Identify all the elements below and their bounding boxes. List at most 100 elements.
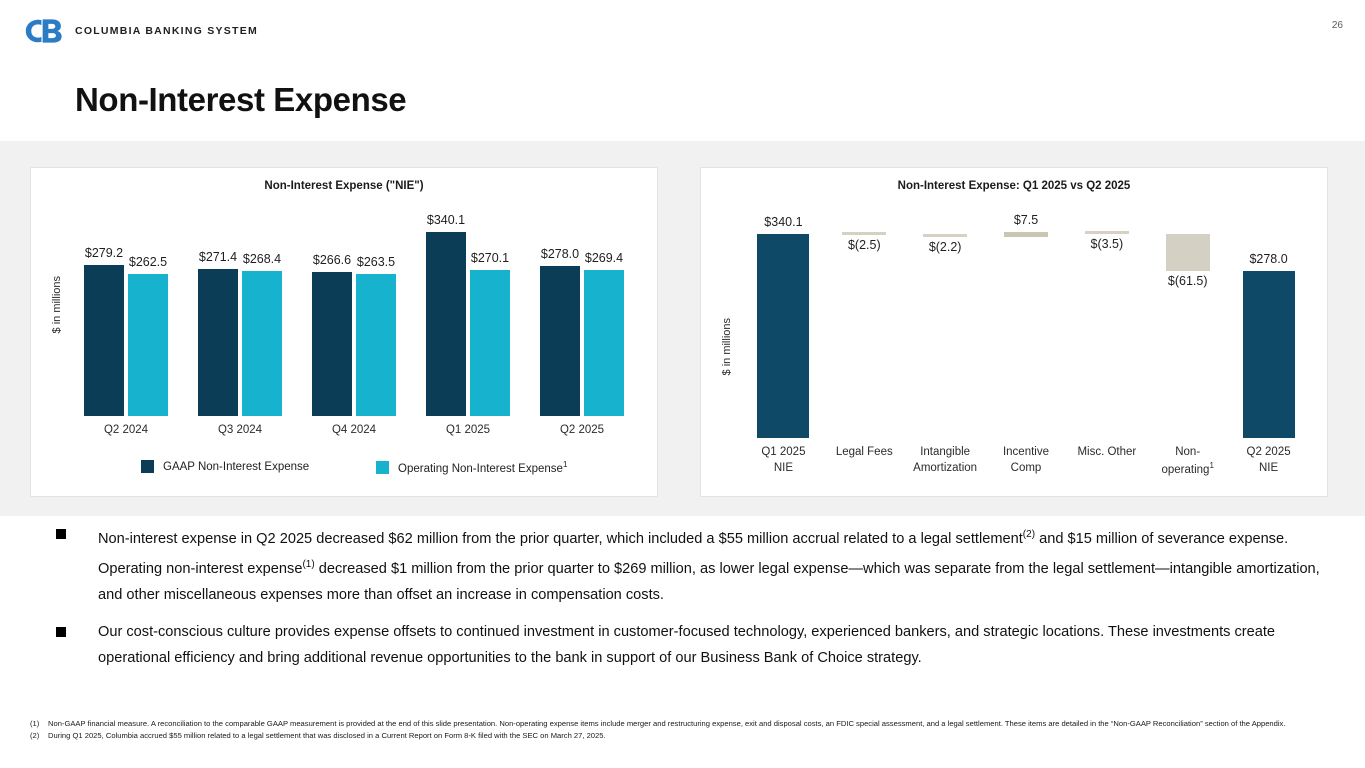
bar-delta — [842, 232, 887, 236]
x-axis-label-line2: NIE — [773, 461, 793, 474]
x-axis-label: Q1 2025 — [445, 424, 491, 436]
legend-label-operating-footnote: 1 — [562, 460, 568, 469]
bar-value-label: $266.6 — [312, 252, 352, 267]
bar-value-label: $(2.5) — [847, 238, 881, 253]
bar-value-label: $268.4 — [242, 251, 282, 266]
bar-operating — [128, 274, 168, 416]
x-axis-label-line1: Non- — [1175, 446, 1201, 458]
x-axis-label: Non-operating1 — [1137, 445, 1238, 478]
plot-area-left — [69, 216, 639, 416]
plot-area-right — [743, 216, 1309, 438]
y-axis-label-left: $ in millions — [51, 276, 63, 334]
y-axis-label-right: $ in millions — [721, 318, 733, 376]
bar-value-label: $(2.2) — [928, 239, 962, 254]
brand-logo: COLUMBIA BANKING SYSTEM — [24, 17, 258, 45]
x-axis-label: Q2 2025 — [559, 424, 605, 436]
bar-gaap — [426, 232, 466, 416]
x-axis-label: Q1 2025 NIE — [733, 445, 834, 476]
x-axis-label-line1: Q1 2025 — [761, 446, 806, 458]
bar-gaap — [540, 265, 580, 416]
cb-monogram-icon — [25, 19, 62, 43]
legend-label-operating: Operating Non-Interest Expense1 — [398, 460, 567, 475]
bar-value-label: $340.1 — [426, 213, 466, 228]
x-axis-label-line2: Amortization — [913, 461, 978, 474]
chart-card-nie-waterfall: Non-Interest Expense: Q1 2025 vs Q2 2025… — [700, 167, 1328, 497]
bar-value-label: $271.4 — [198, 250, 238, 265]
x-axis-label-line1: Misc. Other — [1077, 446, 1137, 458]
x-axis-label: Legal Fees — [814, 445, 915, 461]
bar-operating — [356, 273, 396, 416]
brand-name: COLUMBIA BANKING SYSTEM — [75, 25, 258, 37]
legend-swatch-operating — [376, 460, 389, 474]
footnote-2: (2) During Q1 2025, Columbia accrued $55… — [30, 730, 1350, 741]
bar-value-label: $7.5 — [1013, 213, 1039, 228]
bar-operating — [242, 270, 282, 416]
bullet-text-1-sup1: (2) — [1022, 529, 1036, 540]
x-axis-label: Incentive Comp — [976, 445, 1077, 476]
bar-value-label: $278.0 — [1249, 252, 1288, 267]
list-item: Non-interest expense in Q2 2025 decrease… — [56, 522, 1341, 608]
footnote-list: (1) Non-GAAP financial measure. A reconc… — [30, 718, 1350, 741]
x-axis-label: Misc. Other — [1056, 445, 1157, 461]
x-axis-label: Intangible Amortization — [895, 445, 996, 476]
bar-total — [757, 233, 810, 438]
x-axis-label: Q3 2024 — [217, 424, 263, 436]
bar-value-label: $278.0 — [540, 246, 580, 261]
x-axis-label-footnote: 1 — [1209, 460, 1214, 470]
x-axis-label: Q2 2024 — [103, 424, 149, 436]
bullet-text-1-sup2: (1) — [302, 559, 315, 571]
footnote-2-text: During Q1 2025, Columbia accrued $55 mil… — [48, 731, 606, 741]
x-axis-label: Q4 2024 — [331, 424, 377, 436]
bar-delta — [1004, 232, 1048, 237]
bar-delta — [923, 233, 968, 237]
x-axis-label-line1: Intangible — [920, 446, 971, 458]
x-axis-label-line1: Legal Fees — [835, 446, 893, 458]
bullet-square-icon — [56, 627, 66, 638]
footnote-1: (1) Non-GAAP financial measure. A reconc… — [30, 718, 1350, 729]
bar-value-label: $263.5 — [356, 254, 396, 269]
bar-operating — [470, 270, 510, 416]
chart-title-right: Non-Interest Expense: Q1 2025 vs Q2 2025 — [897, 180, 1131, 192]
bullet-list: Non-interest expense in Q2 2025 decrease… — [56, 522, 1341, 683]
footnote-1-text: Non-GAAP financial measure. A reconcilia… — [48, 719, 1286, 728]
x-axis-label-line2: operating1 — [1161, 460, 1214, 476]
bar-value-label: $(3.5) — [1090, 237, 1124, 252]
x-axis-label-line1: Incentive — [1002, 446, 1049, 458]
bar-value-label: $279.2 — [84, 246, 124, 261]
legend-label-operating-text: Operating Non-Interest Expense — [398, 462, 563, 475]
bar-total — [1242, 271, 1295, 438]
bullet-text-1-pre: Non-interest expense in Q2 2025 decrease… — [98, 530, 1023, 547]
bar-value-label: $269.4 — [584, 251, 624, 266]
bar-gaap — [84, 265, 124, 416]
bullet-text-1: Non-interest expense in Q2 2025 decrease… — [98, 522, 1341, 608]
footnote-2-number: (2) — [30, 731, 40, 741]
bullet-text-2: Our cost-conscious culture provides expe… — [98, 624, 1276, 666]
bar-value-label: $270.1 — [470, 251, 510, 265]
legend-item-gaap[interactable]: GAAP Non-Interest Expense — [141, 460, 309, 473]
bullet-text-1-mid: and $15 million of severance expense. Op… — [98, 530, 1289, 578]
list-item: Our cost-conscious culture provides expe… — [56, 620, 1341, 671]
bar-value-label: $(61.5) — [1167, 274, 1208, 289]
bar-delta — [1084, 231, 1129, 235]
legend-label-gaap: GAAP Non-Interest Expense — [163, 460, 310, 473]
x-axis-label-line2: NIE — [1258, 461, 1279, 474]
bar-gaap — [198, 269, 238, 416]
bar-delta — [1165, 234, 1210, 272]
x-axis-label-line2: Comp — [1010, 461, 1042, 474]
bar-value-label: $340.1 — [764, 214, 803, 229]
page-title: Non-Interest Expense — [75, 81, 407, 118]
footnote-1-number: (1) — [30, 719, 40, 728]
bullet-square-icon — [56, 529, 66, 539]
bar-operating — [584, 270, 624, 416]
bar-value-label: $262.5 — [128, 255, 168, 270]
x-axis-label: Q2 2025 NIE — [1218, 445, 1319, 476]
chart-card-nie-quarterly: Non-Interest Expense ("NIE") $ in millio… — [30, 167, 658, 497]
chart-title-left: Non-Interest Expense ("NIE") — [264, 180, 424, 192]
bullet-text-1-post: decreased $1 million from the prior quar… — [98, 561, 1320, 603]
bar-gaap — [312, 271, 352, 416]
legend-swatch-gaap — [141, 460, 154, 473]
page-number: 26 — [1331, 20, 1343, 31]
legend-item-operating[interactable]: Operating Non-Interest Expense1 — [376, 460, 567, 475]
x-axis-label-line1: Q2 2025 — [1246, 446, 1291, 458]
